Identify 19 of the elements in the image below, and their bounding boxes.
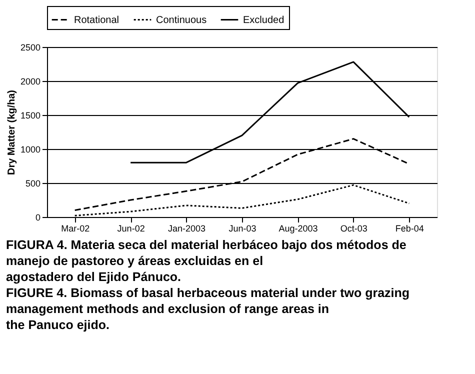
y-tick-label: 1500 bbox=[20, 110, 40, 120]
legend-label: Excluded bbox=[243, 14, 284, 26]
y-tick-label: 0 bbox=[35, 212, 40, 222]
legend-label: Continuous bbox=[156, 14, 207, 26]
legend-label: Rotational bbox=[74, 14, 120, 26]
y-axis-title: Dry Matter (kg/ha) bbox=[6, 90, 18, 176]
x-tick-label: Oct-03 bbox=[340, 224, 368, 234]
text: FIGURA 4. Materia seca del material herbáceo bajo dos métodos de manejo de pastoreo y áreas excluidas en el agostadero del Ejido Pánuco. bbox=[6, 238, 406, 284]
x-tick-label: Aug-2003 bbox=[278, 224, 318, 234]
y-tick-label: 2000 bbox=[20, 76, 40, 86]
x-tick-label: Feb-04 bbox=[395, 224, 424, 234]
caption: FIGURE 4. Biomass of basal herbaceous material under two grazing management methods and exclusion of range areas in the Panuco ejido. bbox=[6, 286, 410, 332]
x-tick-label: Jun-02 bbox=[117, 224, 145, 234]
y-tick-label: 1000 bbox=[20, 144, 40, 154]
y-tick-label: 2500 bbox=[20, 42, 40, 52]
x-tick-label: Jan-2003 bbox=[168, 224, 206, 234]
x-tick-label: Mar-02 bbox=[61, 224, 90, 234]
y-tick-label: 500 bbox=[25, 178, 40, 188]
x-tick-label: Jun-03 bbox=[228, 224, 256, 234]
